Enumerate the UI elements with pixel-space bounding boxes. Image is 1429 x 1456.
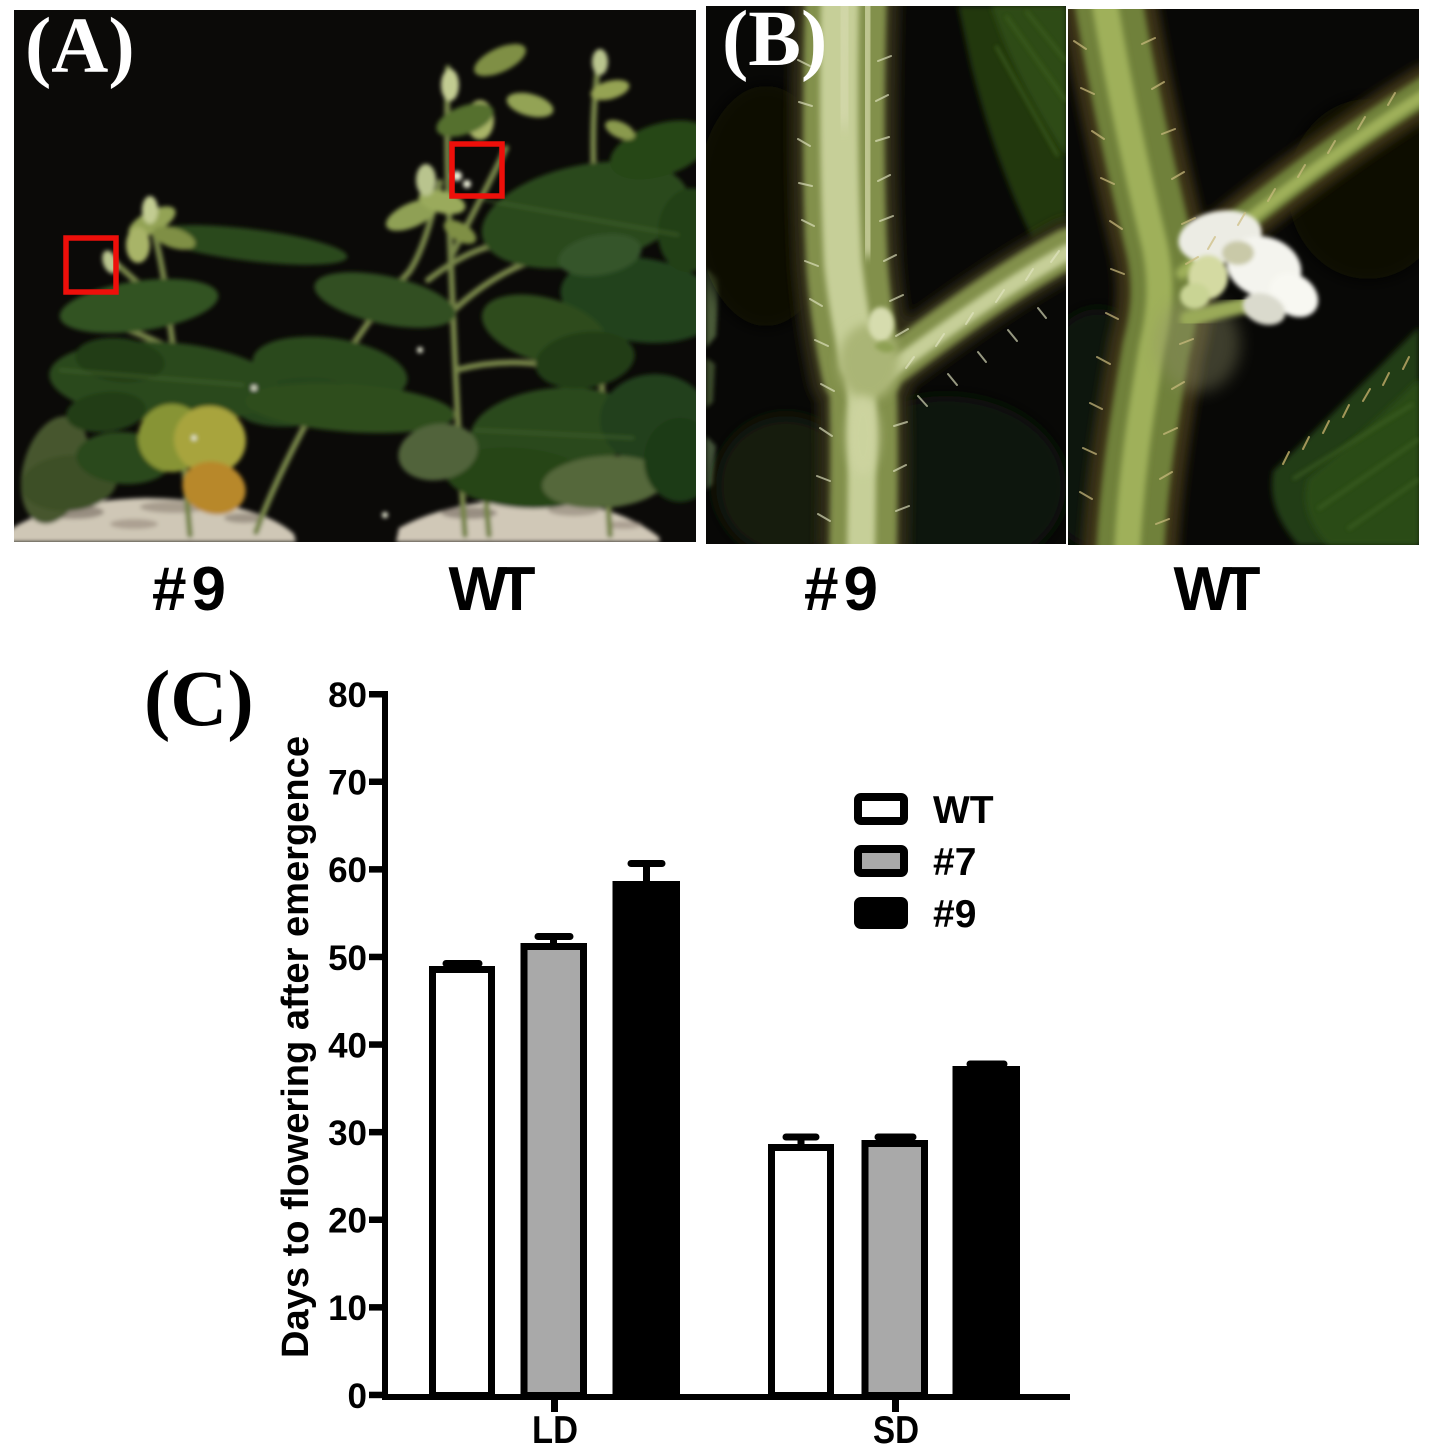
svg-text:#7: #7 — [933, 841, 976, 884]
svg-text:#9: #9 — [152, 555, 226, 624]
svg-text:50: 50 — [328, 939, 367, 978]
svg-text:(A): (A) — [25, 3, 135, 90]
svg-text:10: 10 — [328, 1289, 367, 1328]
svg-text:WT: WT — [933, 789, 994, 832]
svg-text:30: 30 — [328, 1114, 367, 1153]
svg-text:#9: #9 — [804, 555, 878, 624]
svg-text:(B): (B) — [722, 0, 827, 83]
svg-text:#9: #9 — [933, 893, 976, 936]
svg-text:20: 20 — [328, 1202, 367, 1241]
svg-text:(C): (C) — [144, 656, 254, 743]
svg-text:Days to flowering after emerge: Days to flowering after emergence — [275, 736, 317, 1358]
svg-text:SD: SD — [873, 1409, 919, 1452]
svg-text:WT: WT — [449, 555, 536, 624]
svg-text:LD: LD — [532, 1409, 578, 1452]
svg-text:40: 40 — [328, 1026, 367, 1065]
svg-text:WT: WT — [1174, 555, 1261, 624]
svg-text:70: 70 — [328, 764, 367, 803]
svg-text:0: 0 — [348, 1377, 367, 1416]
svg-text:60: 60 — [328, 851, 367, 890]
svg-text:80: 80 — [328, 676, 367, 715]
